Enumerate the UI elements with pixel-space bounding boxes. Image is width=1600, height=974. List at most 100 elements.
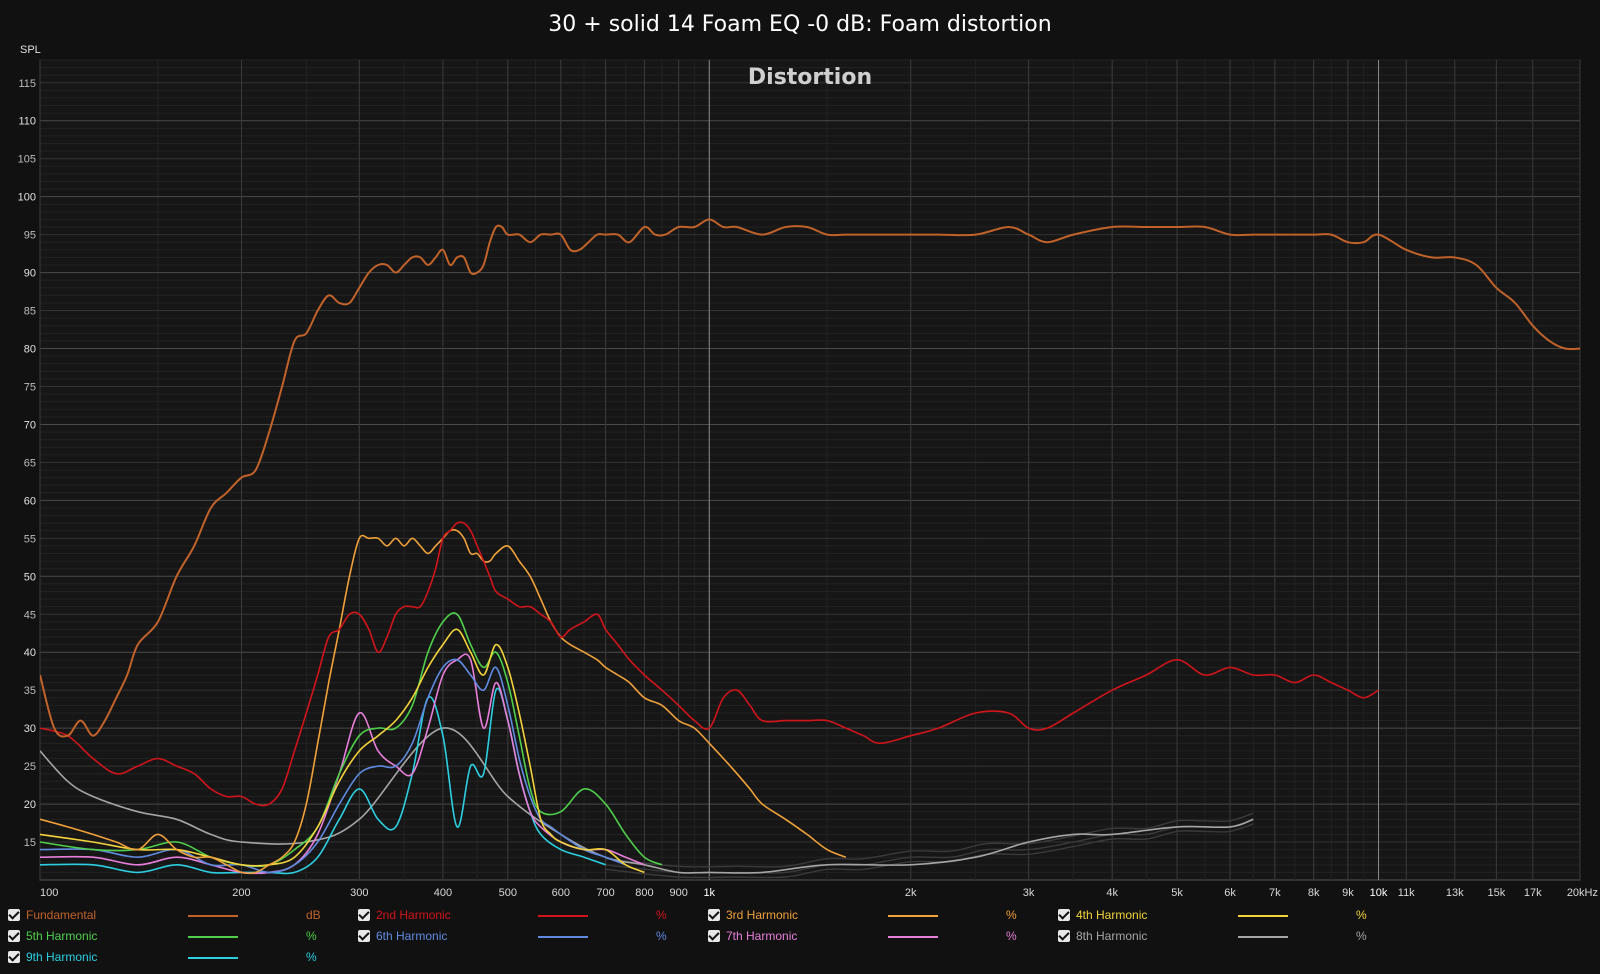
x-tick-label: 400 bbox=[434, 887, 452, 899]
legend-item-2nd-harmonic[interactable]: 2nd Harmonic% bbox=[358, 906, 698, 926]
series-line-3rd-harmonic bbox=[40, 529, 847, 875]
x-tick-label: 300 bbox=[350, 887, 368, 899]
x-tick-label: 10k bbox=[1370, 887, 1388, 899]
y-tick-label: 115 bbox=[18, 78, 36, 90]
y-axis-label: SPL bbox=[20, 44, 41, 56]
x-tick-label: 4k bbox=[1106, 887, 1118, 899]
legend-item-5th-harmonic[interactable]: 5th Harmonic% bbox=[8, 927, 348, 947]
y-tick-label: 105 bbox=[18, 154, 36, 166]
y-tick-label: 45 bbox=[24, 609, 36, 621]
x-tick-label: 800 bbox=[635, 887, 653, 899]
y-tick-label: 65 bbox=[24, 457, 36, 469]
y-tick-label: 30 bbox=[24, 723, 36, 735]
x-tick-label: 20kHz bbox=[1567, 887, 1598, 899]
x-tick-label: 700 bbox=[596, 887, 614, 899]
legend-label: 7th Harmonic bbox=[726, 929, 798, 943]
legend-checkbox[interactable] bbox=[8, 951, 20, 963]
legend-checkbox[interactable] bbox=[708, 930, 720, 942]
legend-unit: % bbox=[1006, 929, 1017, 943]
background-trace bbox=[605, 812, 1254, 868]
legend-unit: % bbox=[1006, 908, 1017, 922]
legend-item-3rd-harmonic[interactable]: 3rd Harmonic% bbox=[708, 906, 1048, 926]
legend-item-6th-harmonic[interactable]: 6th Harmonic% bbox=[358, 927, 698, 947]
legend-checkbox[interactable] bbox=[358, 930, 370, 942]
legend-checkbox[interactable] bbox=[358, 909, 370, 921]
y-tick-label: 90 bbox=[24, 268, 36, 280]
y-tick-label: 60 bbox=[24, 495, 36, 507]
x-tick-label: 15k bbox=[1488, 887, 1506, 899]
x-tick-label: 100 bbox=[40, 887, 58, 899]
legend-unit: % bbox=[656, 908, 667, 922]
x-tick-label: 500 bbox=[499, 887, 517, 899]
legend-item-4th-harmonic[interactable]: 4th Harmonic% bbox=[1058, 906, 1398, 926]
x-tick-label: 2k bbox=[905, 887, 917, 899]
legend-item-9th-harmonic[interactable]: 9th Harmonic% bbox=[8, 948, 348, 968]
legend-swatch bbox=[188, 915, 238, 917]
y-tick-label: 55 bbox=[24, 533, 36, 545]
legend-swatch bbox=[188, 957, 238, 959]
legend-checkbox[interactable] bbox=[1058, 909, 1070, 921]
legend-swatch bbox=[1238, 936, 1288, 938]
legend-label: 8th Harmonic bbox=[1076, 929, 1148, 943]
series-line-6th-harmonic bbox=[40, 658, 626, 874]
x-tick-label: 8k bbox=[1308, 887, 1320, 899]
legend-item-8th-harmonic[interactable]: 8th Harmonic% bbox=[1058, 927, 1398, 947]
y-tick-label: 40 bbox=[24, 647, 36, 659]
y-tick-label: 100 bbox=[18, 192, 36, 204]
legend-label: 2nd Harmonic bbox=[376, 908, 451, 922]
series-line-fundamental bbox=[40, 218, 1580, 738]
y-tick-label: 80 bbox=[24, 344, 36, 356]
x-tick-label: 17k bbox=[1524, 887, 1542, 899]
plot-inner-title: Distortion bbox=[748, 65, 872, 90]
x-tick-label: 7k bbox=[1269, 887, 1281, 899]
y-tick-label: 35 bbox=[24, 685, 36, 697]
legend-checkbox[interactable] bbox=[8, 930, 20, 942]
chart-title: 30 + solid 14 Foam EQ -0 dB: Foam distor… bbox=[548, 12, 1051, 37]
legend-label: 5th Harmonic bbox=[26, 929, 98, 943]
legend-label: Fundamental bbox=[26, 908, 97, 922]
series-line-2nd-harmonic bbox=[40, 521, 1379, 807]
legend-unit: % bbox=[656, 929, 667, 943]
legend-checkbox[interactable] bbox=[8, 909, 20, 921]
legend-swatch bbox=[1238, 915, 1288, 917]
x-tick-label: 13k bbox=[1446, 887, 1464, 899]
legend-swatch bbox=[538, 936, 588, 938]
x-tick-label: 1k bbox=[703, 887, 715, 899]
y-tick-label: 20 bbox=[24, 799, 36, 811]
legend-label: 6th Harmonic bbox=[376, 929, 448, 943]
x-tick-label: 600 bbox=[552, 887, 570, 899]
legend-label: 4th Harmonic bbox=[1076, 908, 1148, 922]
legend-swatch bbox=[188, 936, 238, 938]
legend-unit: % bbox=[1356, 908, 1367, 922]
legend-unit: % bbox=[1356, 929, 1367, 943]
legend-checkbox[interactable] bbox=[708, 909, 720, 921]
series-line-4th-harmonic bbox=[40, 628, 645, 874]
y-tick-label: 25 bbox=[24, 761, 36, 773]
y-tick-label: 75 bbox=[24, 381, 36, 393]
legend-item-7th-harmonic[interactable]: 7th Harmonic% bbox=[708, 927, 1048, 947]
y-tick-label: 15 bbox=[24, 837, 36, 849]
y-tick-label: 85 bbox=[24, 306, 36, 318]
y-tick-label: 110 bbox=[18, 116, 36, 128]
legend-label: 3rd Harmonic bbox=[726, 908, 799, 922]
x-tick-label: 3k bbox=[1023, 887, 1035, 899]
x-tick-label: 5k bbox=[1171, 887, 1183, 899]
legend-unit: % bbox=[306, 929, 317, 943]
legend-checkbox[interactable] bbox=[1058, 930, 1070, 942]
x-tick-label: 6k bbox=[1224, 887, 1236, 899]
legend-swatch bbox=[888, 936, 938, 938]
major-grid bbox=[39, 60, 1581, 880]
legend-swatch bbox=[538, 915, 588, 917]
y-axis-ticks: 15 20 25 30 35 40 45 50 55 60 65 70 75 80 85 90 95 100 105… bbox=[18, 78, 36, 849]
legend: Fundamental dB 2nd Harmonic% 3rd Harmonic% 4… bbox=[0, 906, 1600, 974]
x-axis-ticks: 100 200 300 400 500 600 700 800 900 1k 2k 3k 4k 5k 6k 7… bbox=[40, 887, 1598, 899]
x-tick-label: 11k bbox=[1398, 887, 1415, 899]
series-line-7th-harmonic bbox=[40, 653, 645, 875]
distortion-chart: 30 + solid 14 Foam EQ -0 dB: Foam distor… bbox=[18, 12, 1598, 899]
legend-item-fundamental[interactable]: Fundamental dB bbox=[8, 906, 348, 926]
legend-label: 9th Harmonic bbox=[26, 950, 98, 964]
legend-swatch bbox=[888, 915, 938, 917]
y-tick-label: 50 bbox=[24, 571, 36, 583]
x-tick-label: 9k bbox=[1342, 887, 1354, 899]
x-tick-label: 900 bbox=[669, 887, 687, 899]
